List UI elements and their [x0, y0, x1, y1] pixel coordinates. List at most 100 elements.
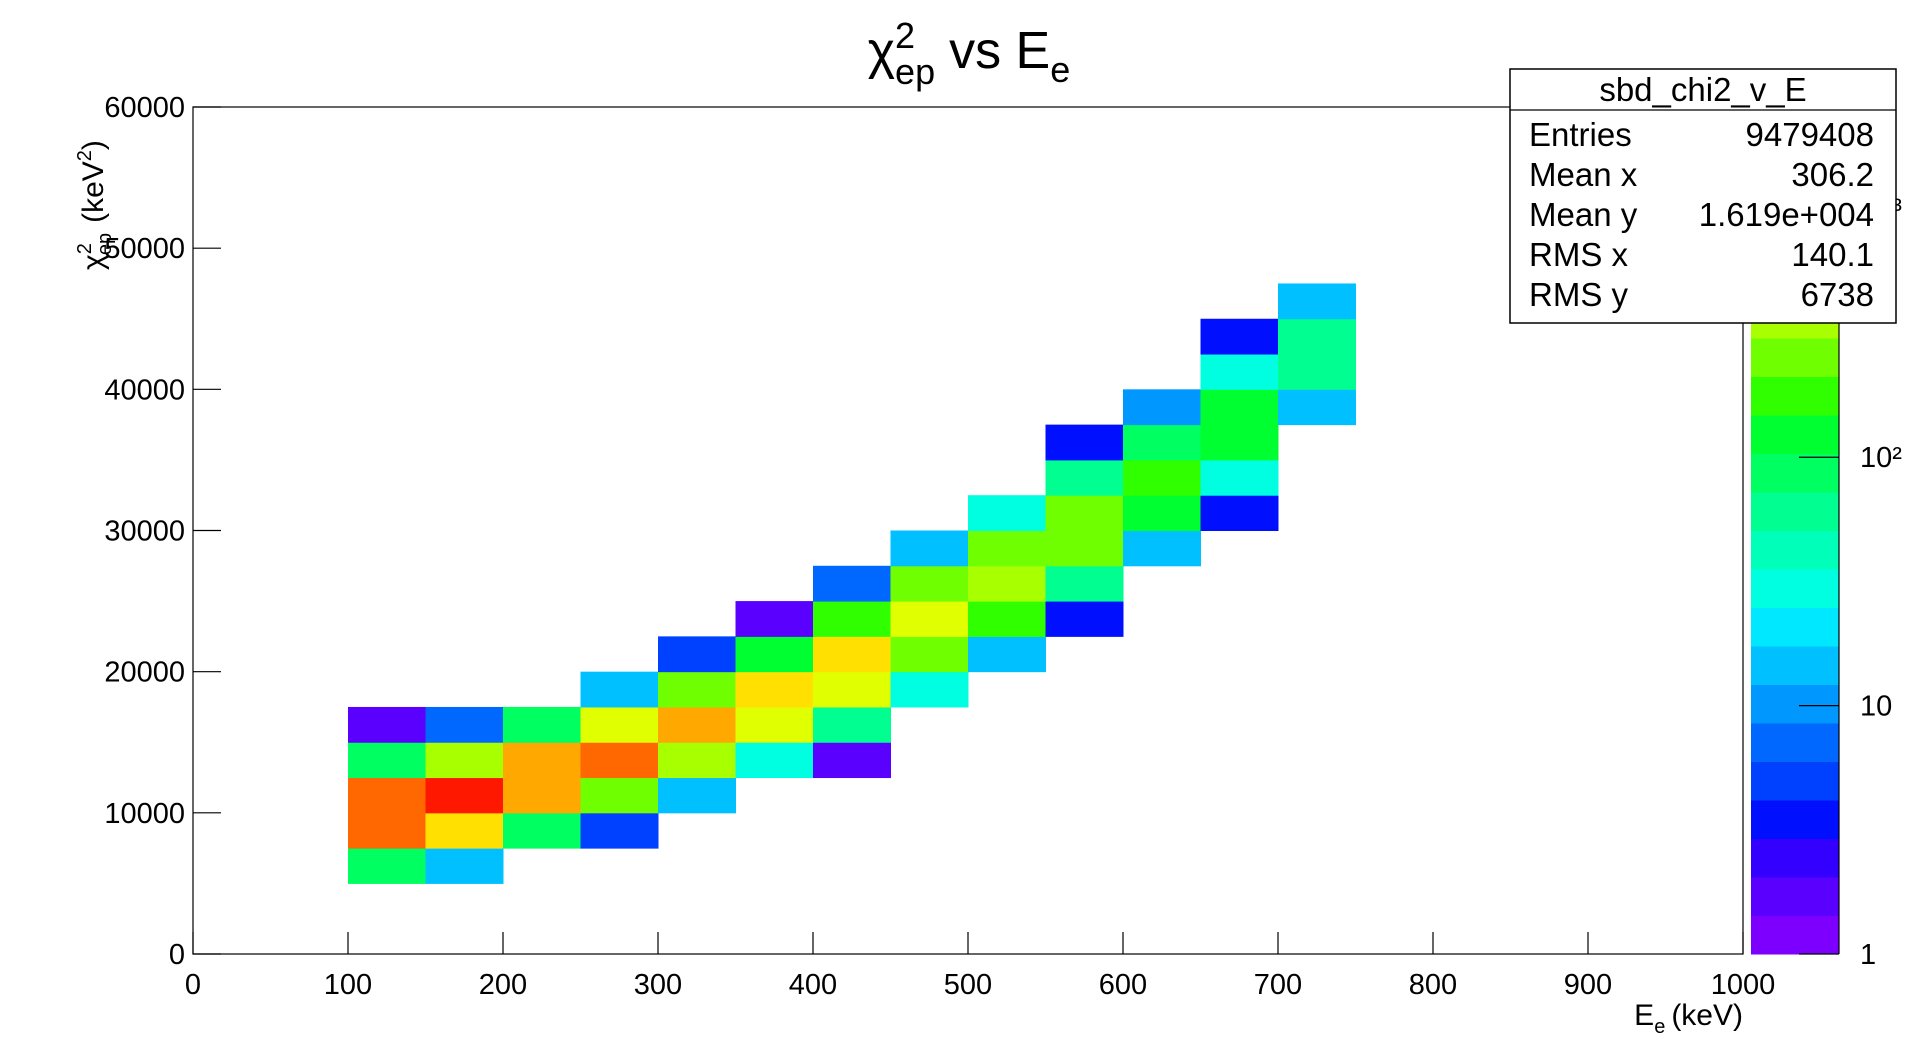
y-tick-label: 10000 — [104, 798, 185, 830]
stats-label: RMS x — [1529, 236, 1629, 273]
heatmap-cell — [1045, 495, 1124, 531]
colorbar-swatch — [1751, 530, 1839, 570]
heatmap-cell — [348, 848, 426, 884]
heatmap-cell — [813, 601, 891, 637]
heatmap-cell — [503, 812, 581, 849]
heatmap-cell — [503, 706, 581, 743]
heatmap-cell — [1123, 389, 1201, 426]
heatmap-cell — [1200, 459, 1279, 496]
heatmap-cell — [1123, 495, 1201, 531]
heatmap-cell — [1123, 530, 1201, 567]
stats-value: 140.1 — [1791, 236, 1874, 273]
stats-title: sbd_chi2_v_E — [1599, 71, 1806, 108]
heatmap-cell — [1278, 283, 1356, 320]
y-tick-label: 0 — [169, 939, 185, 971]
heatmap-cells — [348, 283, 1356, 884]
chart-title: χ2 ep vs Ee — [868, 15, 1071, 92]
x-tick-label: 600 — [1099, 969, 1147, 1001]
title-part: e — [1050, 49, 1070, 90]
x-tick-label: 0 — [185, 969, 201, 1001]
z-tick-label: 10² — [1860, 442, 1902, 474]
heatmap-cell — [503, 742, 581, 779]
y-label-part: (keV — [77, 161, 110, 223]
y-tick-label: 40000 — [104, 374, 185, 406]
y-tick-label: 30000 — [104, 516, 185, 548]
title-part: vs E — [949, 22, 1050, 80]
heatmap-cell — [1045, 530, 1124, 567]
heatmap-cell — [735, 601, 814, 637]
title-part: 2 — [895, 15, 915, 56]
heatmap-cell — [813, 636, 891, 673]
heatmap-cell — [1123, 459, 1201, 496]
heatmap-cell — [968, 565, 1046, 602]
heatmap-cell — [735, 636, 814, 673]
heatmap-cell — [1200, 389, 1279, 426]
title-part: ep — [895, 51, 935, 92]
heatmap-cell — [1045, 565, 1124, 602]
heatmap-cell — [968, 601, 1046, 637]
stats-value: 6738 — [1801, 276, 1874, 313]
stats-box: sbd_chi2_v_E Entries 9479408 Mean x 306.2 Me… — [1509, 68, 1897, 324]
stats-frame — [1509, 68, 1897, 324]
heatmap-cell — [813, 671, 891, 708]
heatmap-cell — [1200, 318, 1279, 355]
heatmap-cell — [890, 671, 969, 708]
stats-value: 9479408 — [1746, 116, 1874, 153]
heatmap-cell — [735, 671, 814, 708]
heatmap-cell — [1200, 354, 1279, 390]
heatmap-cell — [1278, 389, 1356, 426]
colorbar-swatch — [1751, 453, 1839, 493]
z-tick-label: 10 — [1860, 691, 1892, 723]
colorbar-swatch — [1751, 800, 1839, 839]
y-label-part: ep — [94, 233, 116, 255]
heatmap-cell — [890, 636, 969, 673]
y-label-part: ) — [77, 140, 110, 150]
x-label-part: (keV) — [1671, 999, 1743, 1032]
stats-value: 306.2 — [1791, 156, 1874, 193]
heatmap-cell — [1045, 424, 1124, 461]
x-tick-label: 500 — [944, 969, 992, 1001]
heatmap-cell — [658, 636, 736, 673]
heatmap-cell — [425, 848, 504, 884]
colorbar-swatch — [1751, 607, 1839, 647]
colorbar-swatch — [1751, 376, 1839, 416]
heatmap-cell — [425, 742, 504, 779]
x-tick-label: 1000 — [1711, 969, 1776, 1001]
heatmap-cell — [890, 530, 969, 567]
colorbar-swatch — [1751, 684, 1839, 724]
y-tick-label: 20000 — [104, 657, 185, 689]
heatmap-cell — [348, 706, 426, 743]
heatmap-cell — [580, 777, 659, 814]
x-tick-label: 200 — [479, 969, 527, 1001]
heatmap-cell — [813, 565, 891, 602]
heatmap-cell — [348, 777, 426, 814]
colorbar-swatch — [1751, 877, 1839, 916]
heatmap-cell — [580, 742, 659, 779]
x-label-part: e — [1654, 1016, 1665, 1038]
heatmap-cell — [425, 706, 504, 743]
colorbar-swatch — [1751, 492, 1839, 531]
heatmap-cell — [425, 777, 504, 814]
heatmap-cell — [580, 671, 659, 708]
colorbar-swatch — [1751, 415, 1839, 454]
heatmap-cell — [348, 812, 426, 849]
stats-label: Entries — [1529, 116, 1632, 153]
heatmap-cell — [1123, 424, 1201, 461]
heatmap-cell — [735, 706, 814, 743]
heatmap-cell — [658, 706, 736, 743]
stats-label: RMS y — [1529, 276, 1629, 313]
y-label-part: χ — [77, 254, 110, 270]
heatmap-cell — [658, 777, 736, 814]
colorbar-swatch — [1751, 761, 1839, 801]
stats-label: Mean y — [1529, 196, 1638, 233]
title-part: χ — [868, 22, 895, 80]
x-label-part: E — [1634, 999, 1654, 1032]
colorbar-swatch — [1751, 915, 1839, 955]
colorbar-swatch — [1751, 646, 1839, 685]
heatmap-cell — [1278, 354, 1356, 390]
heatmap-cell — [813, 742, 891, 779]
x-tick-label: 400 — [789, 969, 837, 1001]
heatmap-cell — [968, 495, 1046, 531]
y-tick-label: 50000 — [104, 233, 185, 265]
